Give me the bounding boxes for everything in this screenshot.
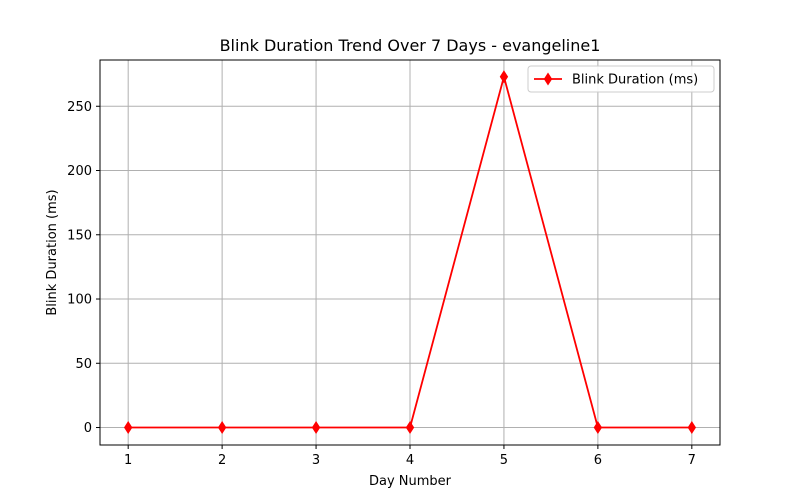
data-point — [123, 420, 133, 435]
data-point — [405, 420, 415, 435]
y-tick-label: 200 — [67, 164, 92, 179]
y-tick-label: 0 — [84, 421, 92, 436]
legend-box — [527, 65, 715, 93]
legend-marker — [543, 72, 553, 86]
x-tick-label: 2 — [218, 453, 226, 468]
chart-title: Blink Duration Trend Over 7 Days - evang… — [220, 36, 601, 55]
x-tick-label: 6 — [594, 453, 602, 468]
y-tick-label: 100 — [67, 293, 92, 308]
x-tick-label: 4 — [406, 453, 414, 468]
y-tick-label: 250 — [67, 100, 92, 115]
data-point — [593, 420, 603, 435]
y-tick-label: 50 — [75, 357, 92, 372]
ticks: 1 2 3 4 5 6 7 0 50 100 150 200 250 — [67, 100, 696, 468]
x-axis-label: Day Number — [369, 474, 452, 489]
series-layer — [123, 70, 697, 435]
x-tick-label: 3 — [312, 453, 320, 468]
data-point — [687, 420, 697, 435]
data-point — [311, 420, 321, 435]
legend-label: Blink Duration (ms) — [572, 73, 698, 88]
legend: Blink Duration (ms) — [527, 65, 715, 93]
x-tick-label: 1 — [124, 453, 132, 468]
y-tick-label: 150 — [67, 228, 92, 243]
x-tick-label: 7 — [688, 453, 696, 468]
x-tick-label: 5 — [500, 453, 508, 468]
data-point — [499, 70, 509, 84]
data-point — [217, 420, 227, 435]
y-axis-label: Blink Duration (ms) — [45, 189, 60, 315]
